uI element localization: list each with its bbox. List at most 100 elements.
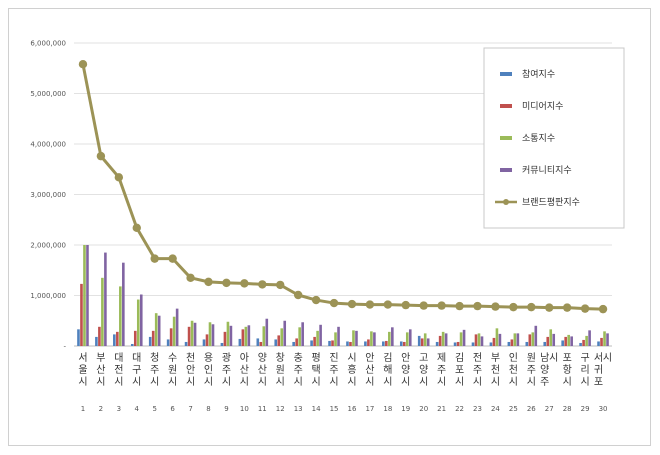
x-rank-label: 19 <box>401 405 410 413</box>
x-rank-label: 2 <box>99 405 103 413</box>
bar-4 <box>552 333 556 346</box>
line-point <box>168 254 177 263</box>
bar-1 <box>346 341 349 346</box>
line-point <box>401 300 410 310</box>
bar-4 <box>534 325 538 346</box>
legend-marker <box>503 199 509 205</box>
x-rank-label: 21 <box>437 405 446 413</box>
bar-1 <box>507 341 511 346</box>
bar-1 <box>579 342 582 346</box>
bar-4 <box>247 325 251 346</box>
bar-4 <box>283 320 287 346</box>
bar-series <box>77 245 609 346</box>
bar-2 <box>133 330 137 346</box>
line-point <box>365 300 375 309</box>
bar-1 <box>256 338 260 346</box>
line-point <box>114 173 124 182</box>
bar-3 <box>352 330 355 346</box>
line-point <box>491 302 500 311</box>
bar-3 <box>226 321 230 346</box>
bar-2 <box>241 329 245 346</box>
bar-2 <box>510 339 514 346</box>
bar-4 <box>480 336 484 346</box>
bar-1 <box>238 338 242 346</box>
x-category-label: 서 귀 포시 <box>594 352 612 388</box>
bar-2 <box>295 338 298 346</box>
bar-3 <box>316 330 319 346</box>
bar-1 <box>113 334 116 346</box>
y-tick-label: - <box>63 343 66 351</box>
line-series <box>78 60 608 314</box>
bar-2 <box>205 334 209 346</box>
bar-2 <box>385 340 388 346</box>
bar-2 <box>546 336 550 346</box>
x-rank-label: 18 <box>383 405 392 413</box>
bar-1 <box>453 342 457 346</box>
x-rank-label: 1 <box>81 405 85 413</box>
bar-3 <box>190 320 194 346</box>
bar-2 <box>367 339 370 346</box>
bar-3 <box>262 326 266 346</box>
bar-1 <box>77 329 80 346</box>
bar-3 <box>280 328 284 346</box>
legend-label: 브랜드평판지수 <box>522 197 580 208</box>
line-point <box>455 301 464 311</box>
bar-4 <box>139 294 143 346</box>
bar-4 <box>104 252 107 346</box>
legend-label: 커뮤니티지수 <box>522 165 572 176</box>
legend-swatch <box>500 104 512 108</box>
bar-4 <box>426 338 430 346</box>
bar-2 <box>564 336 567 346</box>
line-point <box>580 304 590 313</box>
bar-2 <box>169 328 173 346</box>
legend-swatch <box>500 72 512 76</box>
bar-2 <box>223 331 227 346</box>
bar-3 <box>334 332 337 346</box>
line-point <box>204 277 213 287</box>
line-point <box>437 301 446 310</box>
bar-3 <box>208 322 212 346</box>
y-axis: - 1,000,000 2,000,000 3,000,000 4,000,000 5,0… <box>30 40 66 351</box>
bar-3 <box>154 313 158 346</box>
bar-1 <box>130 343 134 346</box>
bar-3 <box>531 332 535 346</box>
legend-swatch <box>500 136 512 140</box>
bar-4 <box>319 324 322 346</box>
bar-3 <box>423 333 427 346</box>
bar-4 <box>337 326 340 346</box>
bar-4 <box>229 325 233 346</box>
line-point <box>473 301 482 311</box>
bar-4 <box>570 336 573 346</box>
bar-1 <box>471 342 475 346</box>
bar-2 <box>528 334 532 346</box>
line-point <box>347 299 357 309</box>
bar-4 <box>498 333 502 346</box>
bar-4 <box>355 330 358 346</box>
bar-2 <box>474 334 478 346</box>
line-point <box>598 304 608 314</box>
bar-1 <box>148 336 152 346</box>
bar-1 <box>95 336 98 346</box>
bar-2 <box>277 335 281 346</box>
bar-2 <box>582 339 585 346</box>
bar-1 <box>435 341 439 346</box>
line-point <box>222 278 231 288</box>
bar-2 <box>331 340 334 346</box>
bar-4 <box>157 315 161 346</box>
